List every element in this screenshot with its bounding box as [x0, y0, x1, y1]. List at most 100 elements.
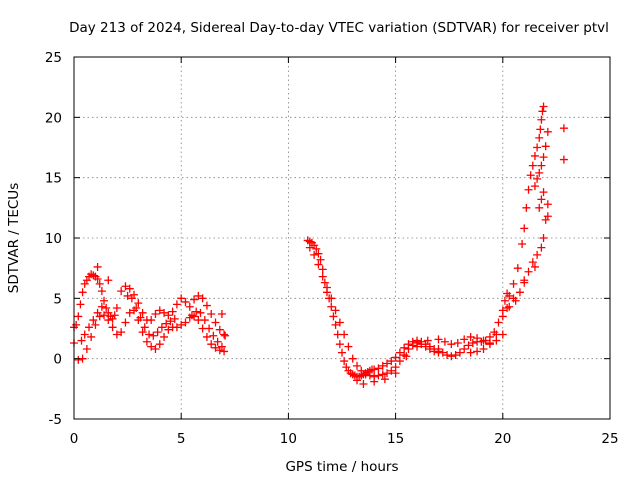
data-points	[70, 102, 568, 389]
data-point	[132, 303, 141, 312]
data-point	[100, 311, 109, 320]
data-point	[539, 234, 548, 242]
data-point	[530, 262, 539, 271]
data-point	[72, 320, 81, 329]
data-point	[76, 300, 85, 309]
data-point	[220, 330, 229, 339]
data-point	[145, 330, 154, 339]
data-point	[520, 224, 529, 233]
y-tick-label: 0	[53, 352, 62, 368]
data-point	[473, 347, 482, 356]
data-point	[149, 331, 158, 340]
data-point	[93, 308, 102, 317]
data-point	[117, 328, 126, 337]
data-point	[142, 337, 151, 346]
chart-title: Day 213 of 2024, Sidereal Day-to-day VTE…	[69, 20, 609, 36]
data-point	[533, 143, 542, 152]
x-tick-labels: 0 5 10 15 20 25	[70, 431, 619, 447]
data-point	[207, 340, 216, 349]
data-point	[413, 342, 422, 351]
data-point	[380, 375, 389, 384]
data-point	[166, 317, 175, 326]
data-point	[513, 264, 522, 273]
data-point	[160, 332, 169, 341]
data-point	[164, 325, 173, 334]
data-point	[391, 353, 400, 362]
data-point	[93, 275, 102, 284]
y-tick-labels: -5 0 5 10 15 20 25	[45, 50, 62, 428]
data-point	[192, 307, 201, 316]
data-point	[408, 341, 417, 350]
data-point	[477, 337, 486, 346]
data-point	[331, 320, 340, 329]
data-point	[528, 161, 537, 170]
data-point	[194, 291, 203, 300]
data-point	[95, 312, 104, 321]
y-tick-label: 25	[45, 50, 62, 66]
data-point	[402, 352, 411, 361]
y-axis-label: SDTVAR / TECUs	[6, 183, 22, 293]
data-point	[209, 331, 218, 340]
data-point	[515, 288, 524, 297]
data-point	[374, 371, 383, 380]
data-point	[138, 308, 147, 317]
data-point	[383, 359, 392, 368]
data-point	[190, 295, 199, 304]
data-point	[314, 260, 323, 269]
x-tick-label: 15	[387, 431, 404, 447]
data-point	[198, 294, 207, 303]
data-point	[509, 279, 518, 288]
data-point	[215, 325, 224, 334]
data-point	[543, 127, 552, 136]
y-tick-label: -5	[49, 412, 62, 428]
data-point	[155, 340, 164, 349]
data-point	[312, 244, 321, 253]
data-point	[170, 314, 179, 323]
data-point	[539, 188, 548, 197]
data-point	[543, 200, 552, 209]
data-point	[157, 323, 166, 332]
data-point	[121, 282, 130, 291]
data-point	[535, 203, 544, 212]
data-point	[74, 355, 83, 364]
data-point	[455, 348, 464, 357]
data-point	[378, 370, 387, 379]
data-point	[155, 306, 164, 315]
data-point	[522, 203, 531, 212]
data-point	[387, 366, 396, 375]
data-point	[110, 311, 119, 320]
data-point	[365, 371, 374, 380]
data-point	[331, 306, 340, 315]
data-point	[134, 299, 143, 308]
data-point	[220, 347, 229, 356]
data-point	[423, 336, 432, 345]
data-point	[104, 276, 113, 285]
data-point	[340, 357, 349, 366]
data-point	[200, 316, 209, 325]
data-point	[211, 343, 220, 352]
data-point	[485, 340, 494, 349]
data-point	[327, 302, 336, 311]
data-point	[438, 348, 447, 357]
data-point	[543, 212, 552, 221]
data-point	[130, 290, 139, 299]
data-point	[147, 342, 156, 351]
data-point	[121, 318, 130, 327]
x-axis-label: GPS time / hours	[285, 459, 398, 475]
data-point	[417, 340, 426, 349]
data-point	[136, 313, 145, 322]
data-point	[434, 335, 443, 344]
data-point	[97, 302, 106, 311]
data-point	[123, 291, 132, 300]
data-point	[80, 330, 89, 339]
data-point	[318, 272, 327, 281]
data-point	[127, 294, 136, 303]
data-point	[537, 195, 546, 204]
data-point	[310, 250, 319, 259]
data-point	[537, 115, 546, 124]
data-point	[112, 303, 121, 312]
x-tick-label: 5	[177, 431, 186, 447]
data-point	[466, 332, 475, 341]
